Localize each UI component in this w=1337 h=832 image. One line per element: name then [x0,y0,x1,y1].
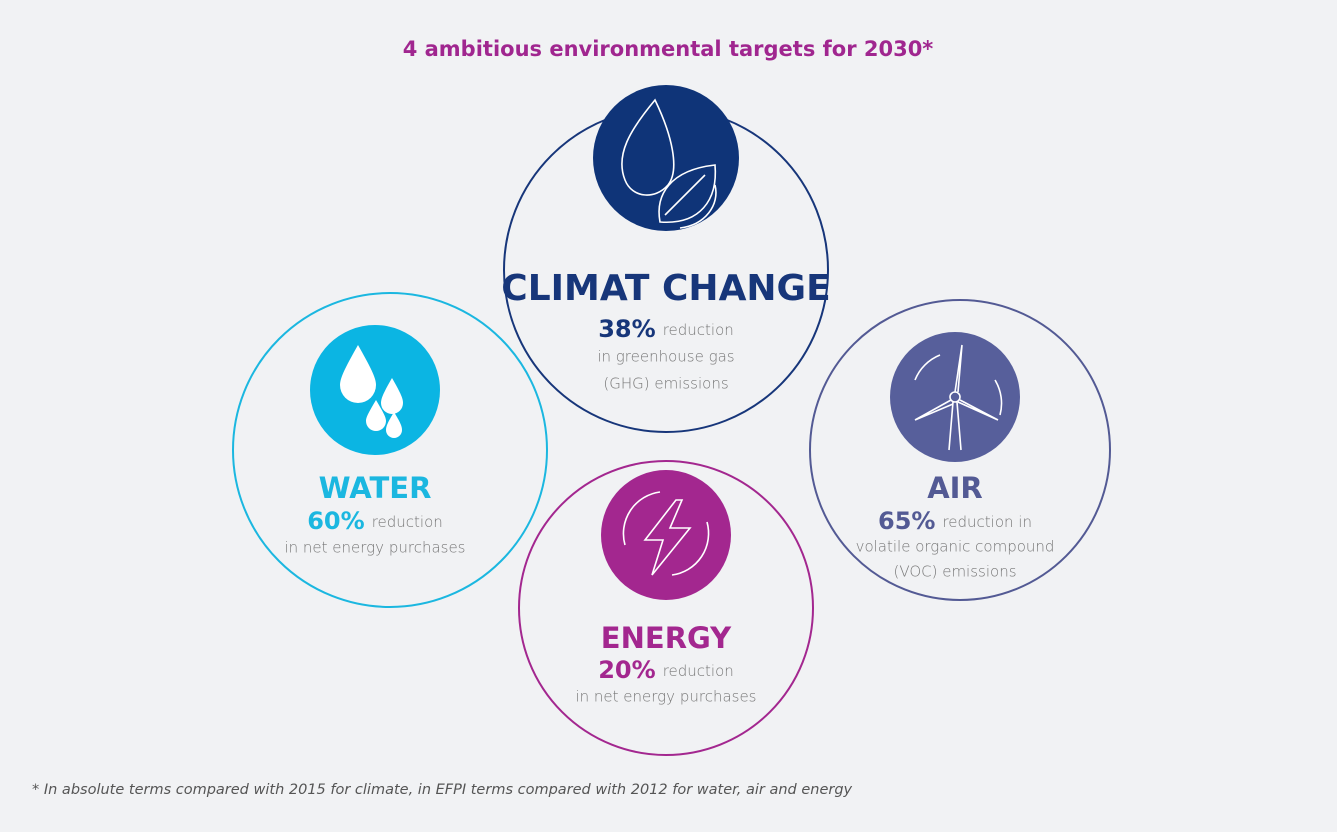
target-percent: 65% [878,507,935,535]
leaf-icon [621,98,717,229]
target-description: in net energy purchases [284,539,465,557]
drops-icon [340,345,403,438]
target-percent-line: 20% reduction [598,656,734,684]
target-percent-line: 38% reduction [598,315,734,343]
target-name: ENERGY [601,621,732,655]
target-suffix: reduction [372,513,443,531]
icon-disc [593,85,739,231]
target-ring [518,460,814,756]
target-description: in greenhouse gas [597,348,734,366]
footnote: * In absolute terms compared with 2015 f… [32,782,853,798]
target-suffix: reduction [663,321,734,339]
target-description: (VOC) emissions [893,563,1016,581]
target-suffix: reduction in [942,513,1032,531]
bolt-icon [622,491,710,576]
target-percent: 38% [598,315,655,343]
icon-disc [890,332,1020,462]
icon-disc [601,470,731,600]
target-ring [232,292,548,608]
target-name: AIR [927,471,983,505]
target-ring [809,299,1111,601]
labels: CLIMAT CHANGE 38% reduction in greenhouse g… [284,268,1054,706]
target-description: in net energy purchases [575,688,756,706]
target-percent-line: 60% reduction [307,507,443,535]
target-description: volatile organic compound [856,538,1055,556]
target-name: WATER [319,471,432,505]
target-percent: 60% [307,507,364,535]
target-suffix: reduction [663,662,734,680]
target-description: (GHG) emissions [603,375,728,393]
target-name: CLIMAT CHANGE [501,268,830,309]
target-percent: 20% [598,656,655,684]
turbine-icon [914,344,1003,451]
target-percent-line: 65% reduction in [878,507,1032,535]
title: 4 ambitious environmental targets for 20… [403,37,934,61]
